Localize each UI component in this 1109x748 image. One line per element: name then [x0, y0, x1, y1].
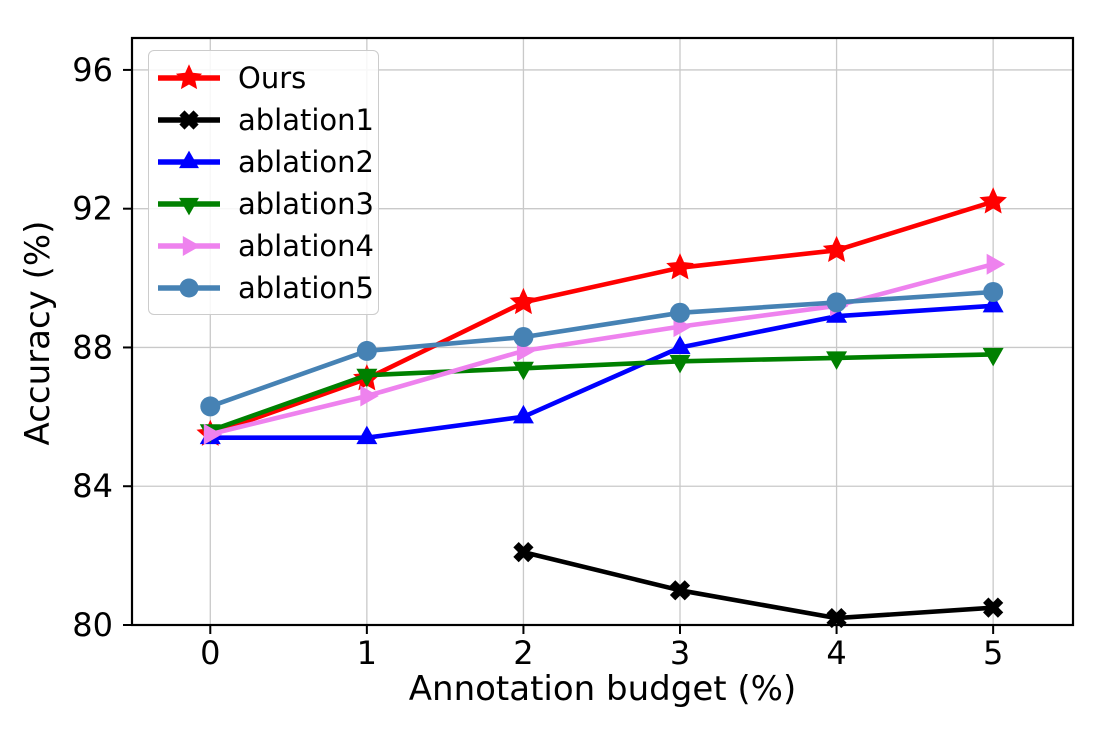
series-ablation5 — [200, 281, 1004, 417]
x-tick-label-3: 3 — [670, 634, 690, 672]
triangle-up-marker — [826, 304, 848, 323]
triangle-down-marker — [669, 354, 691, 374]
y-tick-label-92: 92 — [72, 190, 113, 228]
circle-marker — [513, 327, 534, 348]
legend-label: ablation3 — [238, 186, 375, 221]
triangle-down-marker — [826, 351, 848, 370]
legend-label: ablation4 — [238, 228, 375, 263]
triangle-up-marker — [512, 404, 534, 424]
series-ablation1 — [513, 542, 1004, 629]
series-line-ablation5 — [208, 289, 996, 409]
triangle-down-marker — [356, 368, 378, 388]
star-marker — [666, 253, 694, 280]
series-line-ablation2 — [208, 303, 996, 441]
y-axis-label: Accuracy (%) — [18, 220, 58, 446]
triangle-up-marker — [982, 293, 1004, 313]
series-line-ablation3 — [208, 352, 996, 434]
legend-marker-x-filled — [158, 109, 220, 130]
legend-item-ablation1: ablation1 — [157, 101, 374, 138]
x-marker — [983, 597, 1004, 618]
legend-item-ablation3: ablation3 — [157, 185, 374, 222]
x-marker — [513, 542, 534, 563]
star-marker — [509, 287, 538, 315]
legend-label: Ours — [238, 60, 307, 95]
legend-marker-triangle-right — [158, 235, 220, 256]
legend: Ours ablation1 ablation2 ablation3 ablation4… — [148, 50, 379, 315]
series-line-Ours — [208, 199, 996, 437]
legend-label: ablation5 — [238, 270, 375, 305]
triangle-right-marker — [182, 235, 201, 256]
triangle-up-marker — [669, 335, 691, 354]
triangle-down-marker — [982, 347, 1004, 367]
x-tick-label-5: 5 — [983, 634, 1003, 672]
legend-item-ablation4: ablation4 — [157, 227, 374, 264]
legend-marker-circle — [158, 278, 220, 297]
legend-item-ablation2: ablation2 — [157, 143, 374, 180]
x-tick-label-4: 4 — [826, 634, 846, 672]
legend-label: ablation1 — [238, 102, 375, 137]
triangle-down-marker — [512, 361, 534, 381]
legend-item-ablation5: ablation5 — [157, 269, 374, 306]
legend-marker-triangle-up — [158, 150, 220, 168]
x-tick-label-0: 0 — [200, 634, 220, 672]
circle-marker — [179, 278, 199, 297]
plot-border — [130, 36, 1075, 627]
legend-item-Ours: Ours — [157, 59, 368, 96]
triangle-right-marker — [986, 253, 1006, 275]
y-tick-label-80: 80 — [72, 606, 113, 644]
x-axis-label: Annotation budget (%) — [408, 669, 797, 709]
circle-marker — [826, 292, 847, 313]
triangle-right-marker — [360, 385, 379, 407]
triangle-up-marker — [179, 150, 199, 168]
star-marker — [822, 235, 851, 263]
y-tick-label-88: 88 — [72, 328, 113, 366]
x-tick-label-2: 2 — [513, 634, 533, 672]
legend-label: ablation2 — [238, 144, 375, 179]
legend-marker-star — [158, 63, 220, 89]
series-line-ablation1 — [521, 549, 996, 621]
circle-marker — [983, 281, 1004, 302]
star-marker — [175, 63, 203, 89]
star-marker — [979, 187, 1007, 214]
y-tick-label-84: 84 — [72, 467, 113, 505]
x-marker — [826, 607, 847, 629]
x-tick-label-1: 1 — [357, 634, 377, 672]
x-marker — [669, 580, 691, 601]
legend-marker-triangle-down — [158, 197, 220, 215]
triangle-right-marker — [203, 423, 223, 445]
circle-marker — [670, 302, 691, 323]
x-marker — [179, 109, 199, 130]
circle-marker — [200, 396, 221, 417]
circle-marker — [356, 340, 377, 361]
triangle-down-marker — [179, 197, 199, 215]
y-tick-label-96: 96 — [72, 51, 113, 89]
triangle-up-marker — [356, 425, 378, 445]
